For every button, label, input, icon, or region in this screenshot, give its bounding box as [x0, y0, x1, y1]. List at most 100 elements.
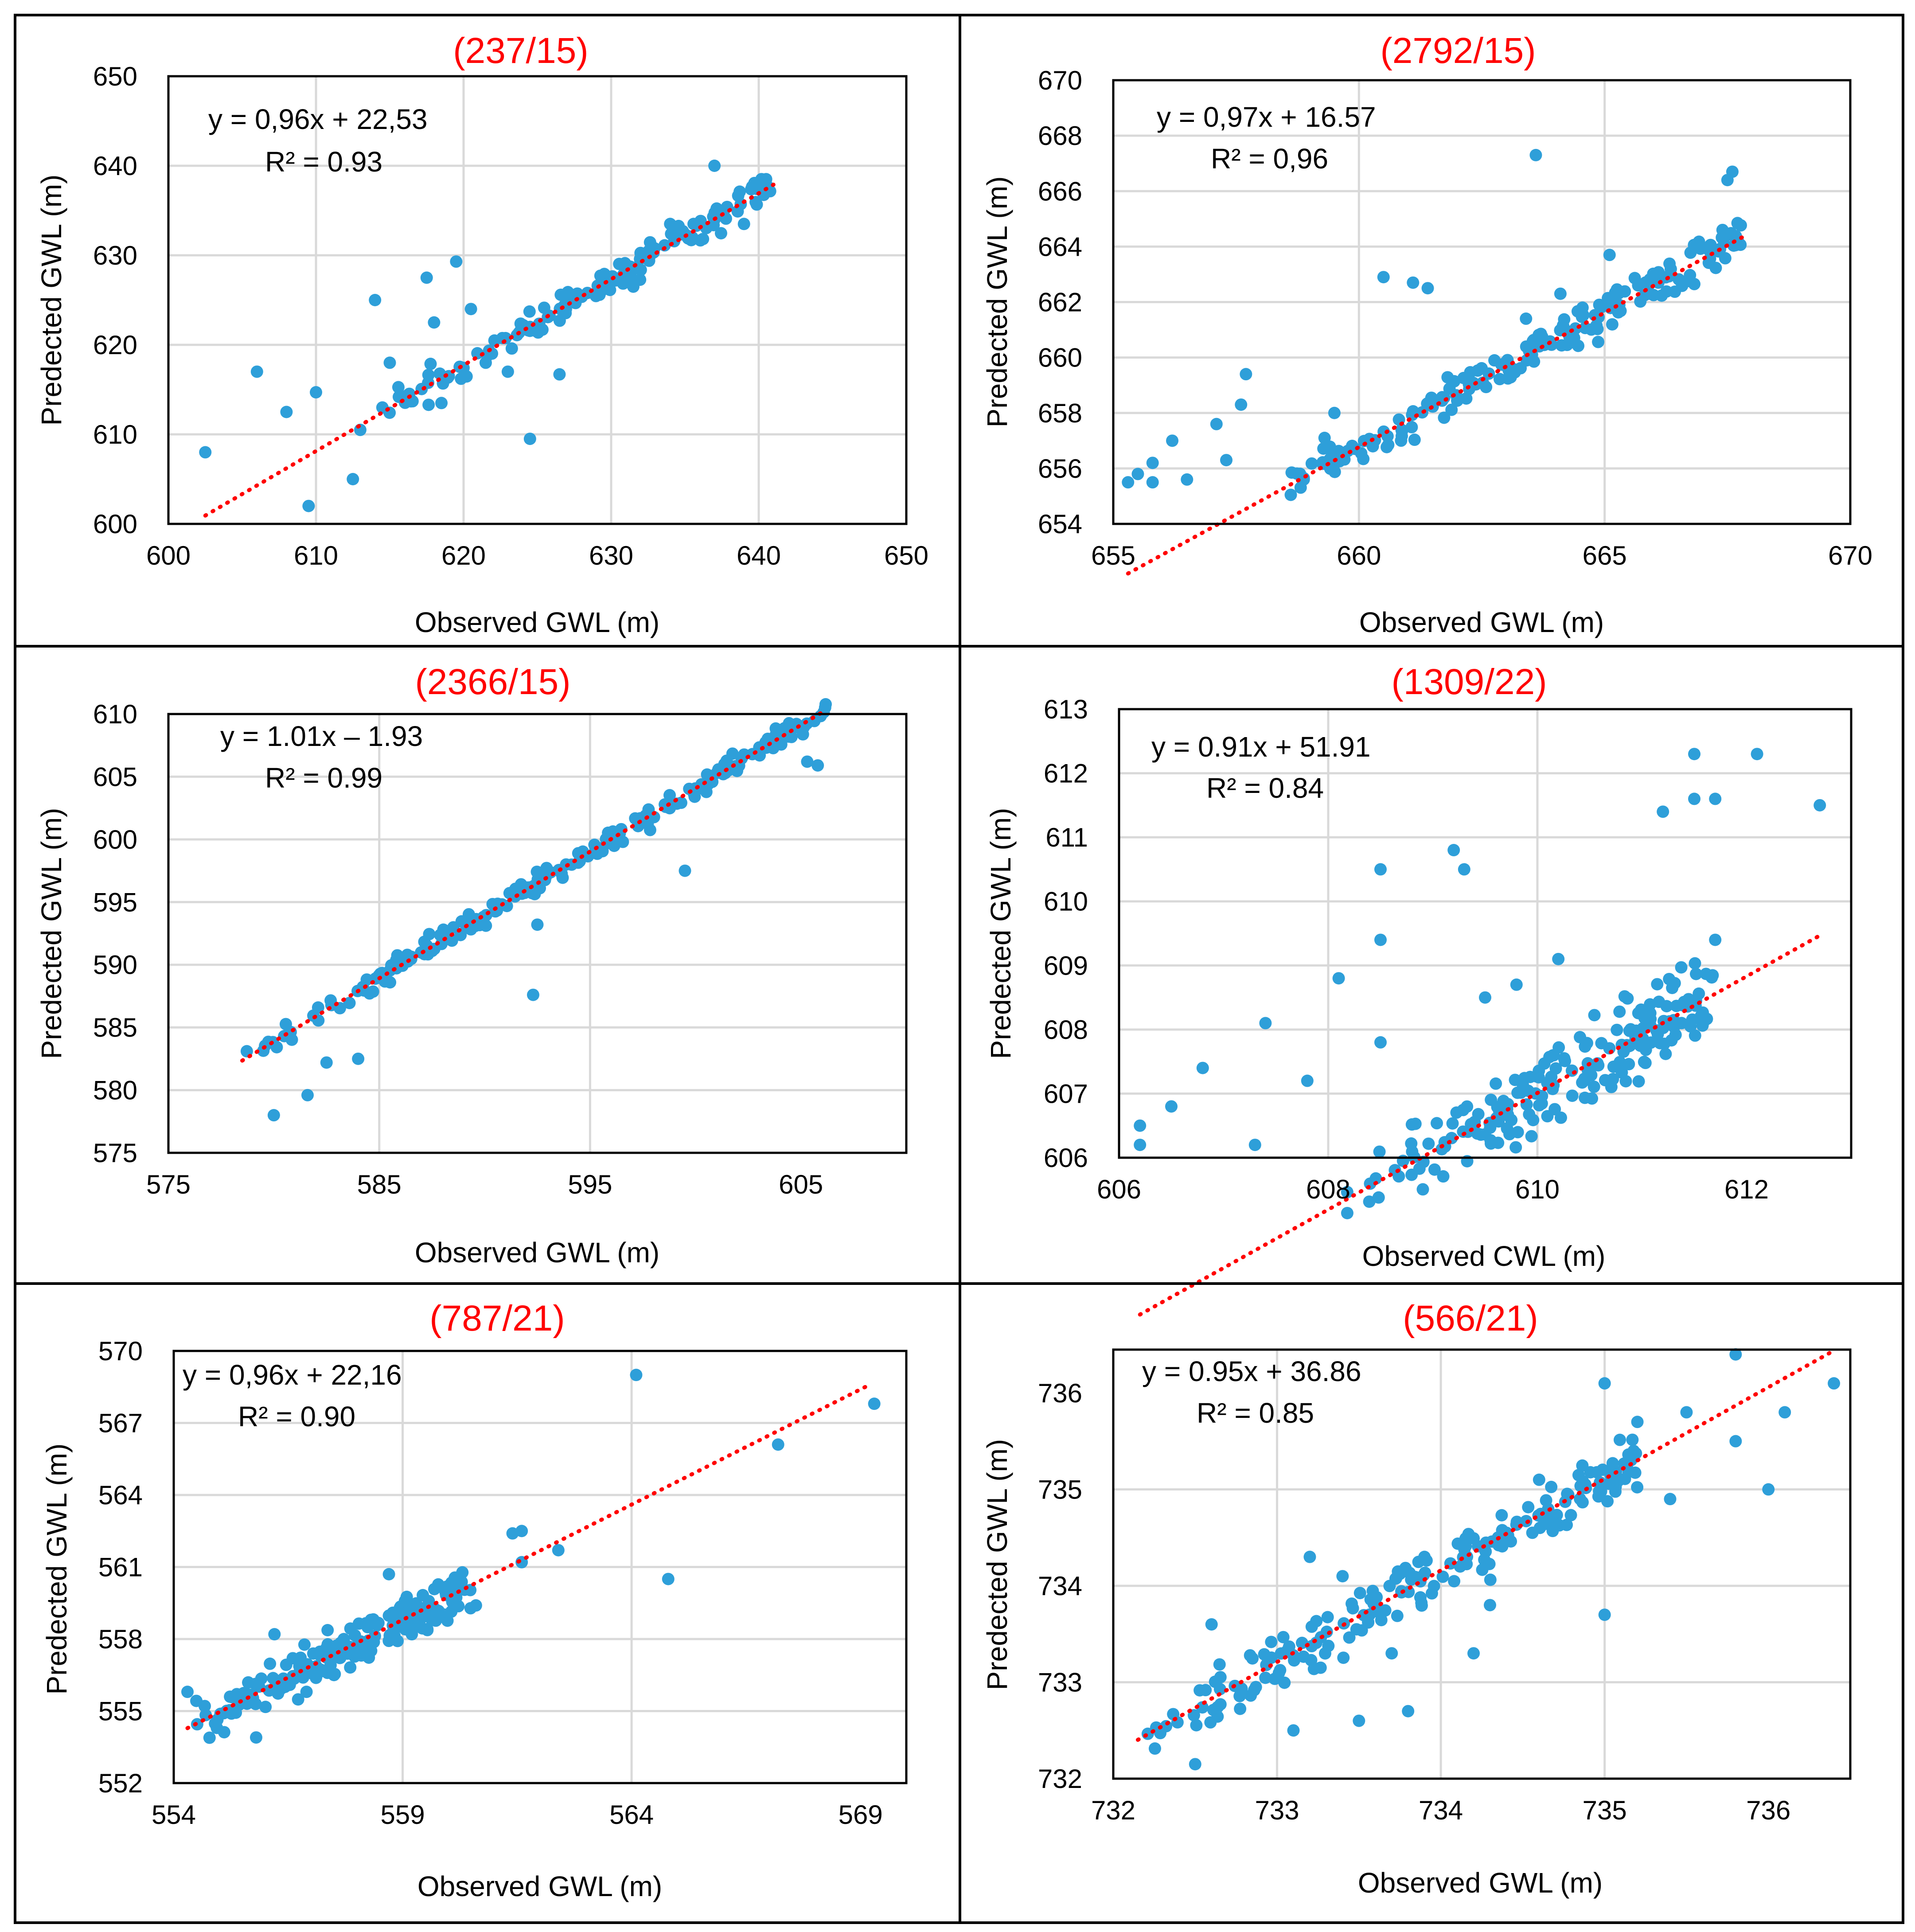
x-axis-label: Observed GWL (m) — [415, 606, 659, 638]
data-point — [1533, 1473, 1545, 1486]
y-tick-label: 668 — [1038, 121, 1082, 151]
data-point — [714, 227, 727, 240]
data-point — [1341, 1186, 1353, 1198]
data-point — [1688, 748, 1700, 761]
y-tick-labels: 552 555 558 561 564 567 570 — [98, 1336, 143, 1798]
data-point — [1377, 271, 1390, 284]
data-point — [450, 255, 463, 268]
data-point — [1778, 1406, 1791, 1419]
data-point — [1734, 238, 1747, 251]
data-point — [471, 347, 484, 360]
y-axis-label: Predected GWL (m) — [985, 808, 1017, 1059]
data-point — [1675, 961, 1688, 974]
data-point — [320, 1056, 333, 1069]
data-point — [1595, 1485, 1607, 1498]
x-tick-label: 595 — [568, 1170, 612, 1199]
data-point — [1336, 1570, 1349, 1583]
chart-title: (1309/22) — [1391, 662, 1547, 702]
data-point — [1284, 488, 1297, 501]
data-point — [685, 234, 698, 246]
data-point — [1572, 1469, 1585, 1482]
data-point — [1240, 368, 1252, 381]
data-point — [1619, 1075, 1632, 1088]
data-point — [218, 1726, 230, 1739]
data-point — [658, 239, 671, 252]
data-point — [352, 1052, 365, 1065]
data-point — [634, 246, 647, 259]
data-point — [1483, 1599, 1496, 1612]
data-point — [1495, 1509, 1508, 1522]
data-point — [1405, 1573, 1418, 1586]
y-tick-labels: 606 607 608 609 610 611 612 613 — [1044, 695, 1088, 1173]
gridlines — [168, 76, 906, 524]
y-tick-label: 733 — [1038, 1667, 1082, 1697]
y-tick-label: 734 — [1038, 1571, 1082, 1601]
data-point — [1321, 1611, 1334, 1624]
data-point — [425, 1612, 437, 1625]
data-point — [1664, 1493, 1677, 1506]
y-tick-label: 558 — [98, 1624, 143, 1654]
data-point — [769, 728, 782, 741]
data-point — [1437, 1170, 1450, 1183]
data-point — [224, 1690, 237, 1703]
y-axis-label: Predected GWL (m) — [35, 175, 67, 426]
x-axis-label: Observed CWL (m) — [1362, 1240, 1606, 1272]
data-point — [1451, 394, 1464, 407]
data-point — [1526, 1526, 1539, 1539]
data-point — [324, 994, 337, 1007]
data-point — [679, 864, 691, 877]
data-point — [531, 918, 544, 931]
data-point — [1651, 1028, 1664, 1041]
data-point — [1181, 473, 1193, 486]
data-point — [1680, 1406, 1693, 1419]
data-point — [1475, 362, 1488, 375]
data-point — [613, 258, 626, 270]
y-tick-label: 608 — [1044, 1015, 1088, 1045]
y-tick-label: 610 — [93, 699, 137, 729]
data-point — [1379, 1604, 1392, 1617]
data-point — [1577, 309, 1590, 322]
data-point — [1146, 457, 1159, 469]
data-point — [1259, 1017, 1272, 1030]
data-point — [1700, 968, 1712, 980]
data-point — [868, 1397, 881, 1410]
data-point — [416, 1622, 429, 1635]
data-point — [593, 289, 606, 301]
data-point — [242, 1676, 255, 1689]
data-point — [328, 1668, 341, 1681]
data-point — [1478, 1128, 1491, 1141]
data-point — [536, 323, 549, 336]
trendline — [1135, 1348, 1836, 1742]
data-point — [1514, 1086, 1527, 1099]
data-point — [280, 406, 293, 418]
data-point — [1478, 1553, 1491, 1566]
panel-1309-22: (1309/22) 606 608 610 612 606 607 608 609 610 61… — [959, 645, 1904, 1317]
data-point — [1612, 287, 1625, 300]
data-point — [1395, 429, 1408, 442]
data-point — [1632, 279, 1645, 292]
data-point — [1214, 1671, 1227, 1684]
x-tick-label: 736 — [1746, 1795, 1790, 1825]
data-point — [1709, 933, 1722, 946]
data-point — [489, 905, 502, 918]
y-tick-label: 640 — [93, 151, 137, 181]
data-point — [181, 1686, 194, 1698]
data-point — [630, 1369, 643, 1382]
chart-title: (2792/15) — [1380, 31, 1536, 71]
data-point — [738, 748, 751, 761]
data-point — [369, 294, 382, 306]
data-point — [1415, 1596, 1428, 1609]
y-tick-label: 609 — [1044, 951, 1088, 980]
data-point — [1590, 319, 1603, 332]
plot-area-frame — [167, 75, 908, 525]
data-point — [1407, 276, 1420, 289]
y-axis-label: Predected GWL (m) — [981, 176, 1013, 428]
data-point — [1627, 1444, 1640, 1457]
data-point — [514, 317, 527, 330]
data-point — [1372, 1191, 1385, 1204]
data-point — [1443, 382, 1456, 395]
data-point — [211, 1713, 224, 1726]
data-point — [1341, 1206, 1353, 1219]
data-point — [819, 698, 832, 711]
y-tick-label: 600 — [93, 825, 137, 855]
